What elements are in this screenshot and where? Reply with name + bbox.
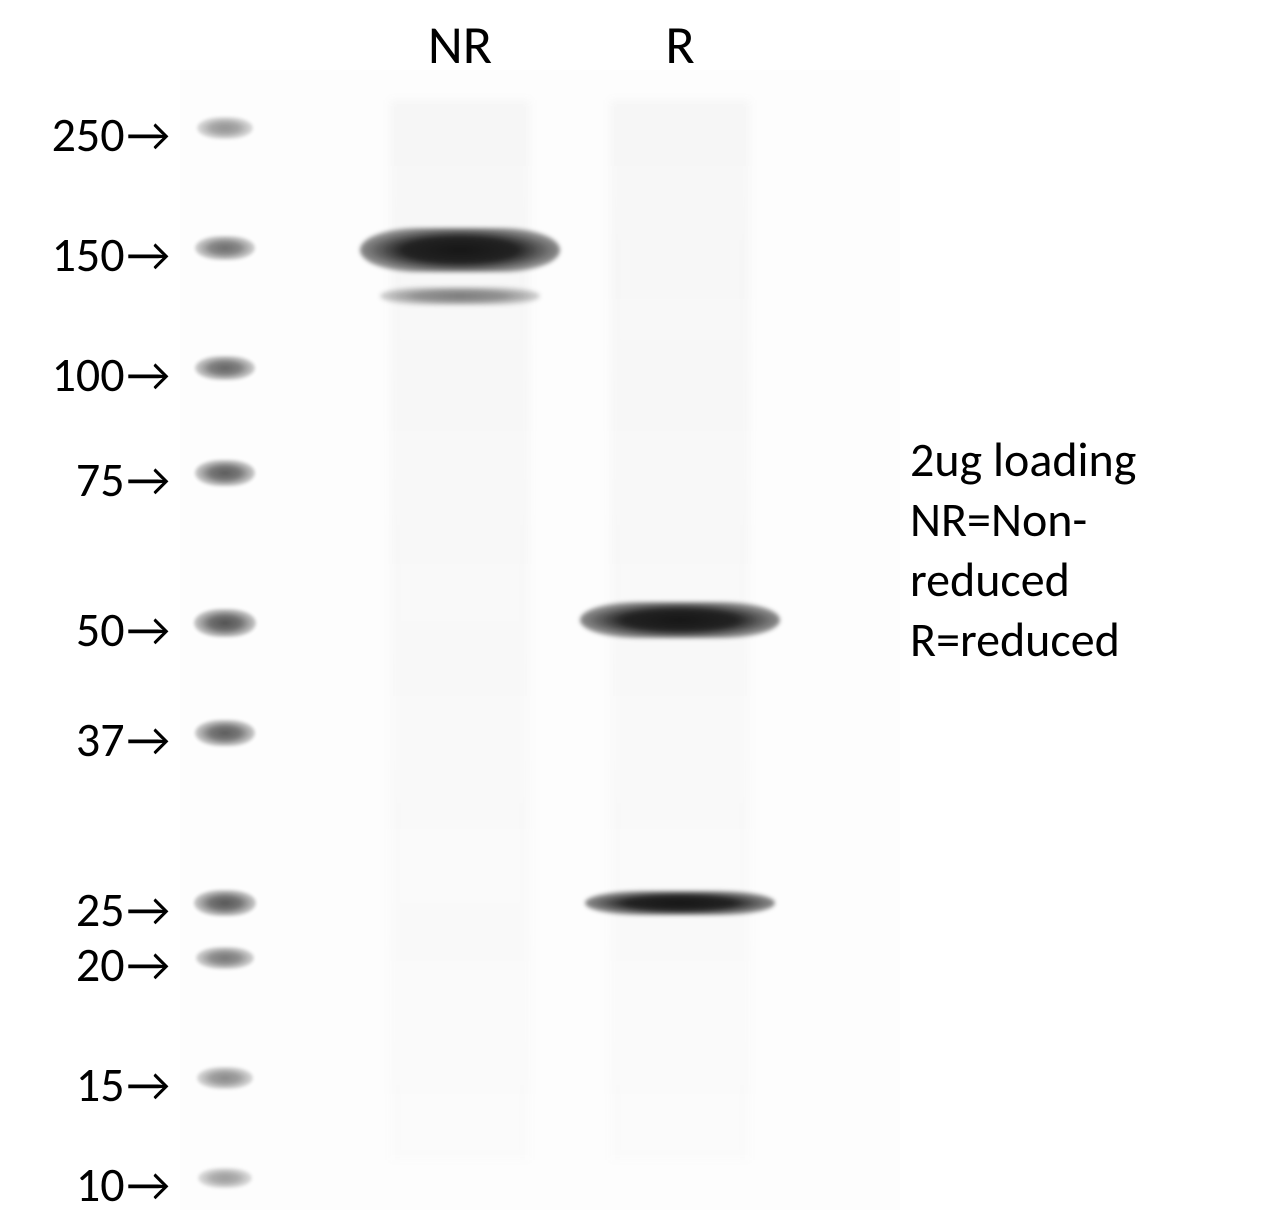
arrow-right-icon: →	[127, 345, 170, 404]
arrow-right-icon: →	[127, 880, 170, 939]
mw-value: 150	[52, 225, 125, 284]
mw-label-250: 250→	[0, 105, 170, 164]
mw-value: 75	[76, 450, 125, 509]
mw-label-25: 25→	[20, 880, 170, 939]
mw-label-20: 20→	[20, 935, 170, 994]
mw-label-10: 10→	[20, 1155, 170, 1214]
gel-figure: NRR 250→150→100→75→50→37→25→20→15→10→ 2u…	[0, 0, 1280, 1222]
arrow-right-icon: →	[127, 710, 170, 769]
mw-value: 15	[76, 1055, 125, 1114]
mw-label-37: 37→	[20, 710, 170, 769]
mw-label-150: 150→	[0, 225, 170, 284]
mw-label-75: 75→	[20, 450, 170, 509]
ladder-band	[198, 1168, 252, 1188]
arrow-right-icon: →	[127, 105, 170, 164]
ladder-band	[197, 1067, 253, 1089]
arrow-right-icon: →	[127, 600, 170, 659]
mw-value: 10	[76, 1155, 125, 1214]
mw-value: 50	[76, 600, 125, 659]
sample-band-r-50kda	[580, 602, 780, 638]
mw-label-50: 50→	[20, 600, 170, 659]
ladder-band	[197, 117, 253, 139]
ladder-band	[195, 236, 255, 260]
mw-value: 250	[52, 105, 125, 164]
mw-value: 20	[76, 935, 125, 994]
mw-value: 100	[52, 345, 125, 404]
ladder-band	[196, 947, 254, 969]
arrow-right-icon: →	[127, 450, 170, 509]
arrow-right-icon: →	[127, 935, 170, 994]
ladder-band	[195, 720, 255, 746]
mw-label-15: 15→	[20, 1055, 170, 1114]
ladder-band	[195, 460, 255, 486]
ladder-band	[194, 609, 256, 637]
sample-band-nr-130kda	[380, 287, 540, 305]
arrow-right-icon: →	[127, 1155, 170, 1214]
ladder-band	[195, 356, 255, 380]
arrow-right-icon: →	[127, 225, 170, 284]
mw-label-100: 100→	[0, 345, 170, 404]
legend-text: 2ug loading NR=Non- reduced R=reduced	[910, 430, 1270, 670]
mw-value: 37	[76, 710, 125, 769]
sample-band-r-25kda	[585, 891, 775, 915]
lane-header-nr: NR	[400, 12, 520, 78]
arrow-right-icon: →	[127, 1055, 170, 1114]
ladder-band	[194, 890, 256, 916]
sample-band-nr-145kda	[360, 228, 560, 272]
mw-value: 25	[76, 880, 125, 939]
lane-header-r: R	[640, 12, 720, 78]
